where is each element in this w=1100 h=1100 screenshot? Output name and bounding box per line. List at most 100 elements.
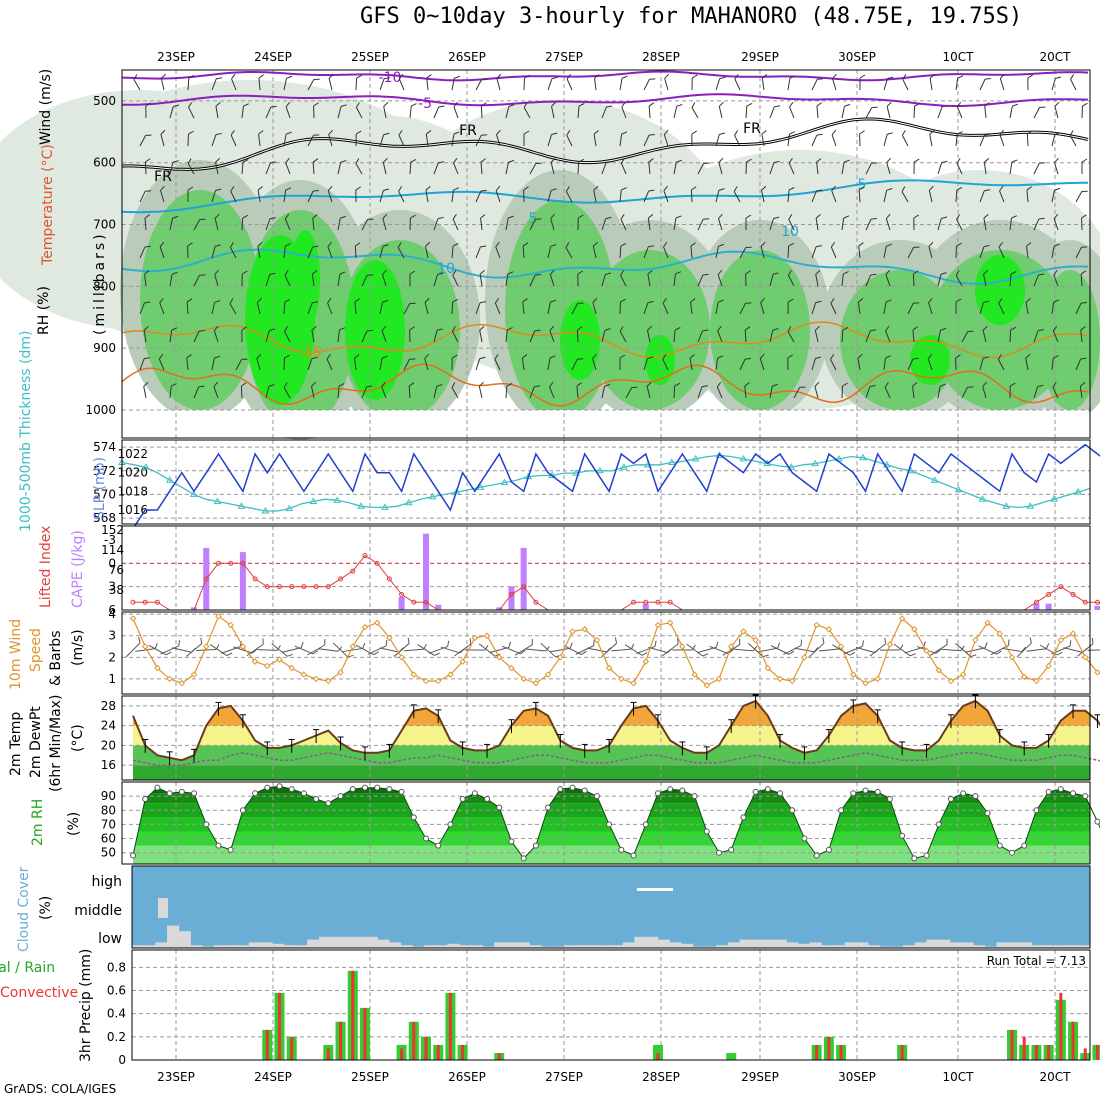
barb-flag (717, 269, 723, 275)
wind-barb (547, 132, 558, 147)
barb-flag (675, 271, 681, 275)
barb-staff (354, 245, 357, 259)
precip-convective-bar (900, 1044, 904, 1060)
wind-tick: 1 (108, 672, 116, 686)
li-marker (1033, 599, 1039, 605)
barb-staff (398, 78, 405, 91)
barb-staff (757, 647, 778, 653)
barb-flag (901, 130, 906, 136)
ylabel-wind-text: Wind (38, 110, 54, 145)
barb-staff (160, 134, 165, 147)
wind-barb (186, 354, 192, 371)
barb-staff (739, 303, 746, 315)
barb-flag (859, 74, 866, 79)
rh-region-green (1040, 270, 1100, 410)
wind-barb (831, 185, 837, 203)
barb-staff (1054, 162, 1059, 175)
barb-staff (135, 648, 156, 652)
barb-staff (1053, 274, 1059, 287)
wind-barb (955, 75, 964, 91)
low-cloud-bar (190, 945, 203, 948)
barb-staff (549, 274, 555, 287)
barb-staff (648, 162, 651, 175)
barb-staff (983, 162, 987, 175)
barb-staff (433, 106, 440, 119)
barb-staff (133, 79, 141, 91)
thickness-marker (189, 490, 198, 497)
wind-speed-marker (398, 654, 405, 661)
wind-barb (940, 645, 965, 652)
barb-flag (648, 158, 654, 163)
barb-flag (409, 358, 416, 360)
low-cloud-bar (681, 943, 694, 948)
barb-staff (620, 162, 627, 175)
barb-flag (186, 298, 193, 303)
rh-marker (862, 787, 869, 794)
barb-flag (663, 129, 669, 135)
barb-flag (745, 358, 751, 360)
contour-label: 5 (858, 177, 867, 193)
wind-barb (990, 639, 1010, 656)
low-cloud-bar (1019, 942, 1033, 948)
barb-flag (996, 650, 1002, 655)
ylabel-10m-wind: 10m Wind (8, 619, 24, 690)
barb-flag (382, 157, 388, 163)
barb-staff (480, 218, 483, 231)
thickness-marker (667, 458, 676, 465)
barb-staff (928, 190, 933, 203)
wind-barb (312, 214, 318, 231)
contour-label: 10 (781, 224, 799, 240)
wind-barb (425, 185, 431, 203)
wind-barb (1075, 246, 1088, 259)
barb-staff (311, 386, 315, 399)
precip-convective-bar (412, 1021, 416, 1060)
wind-barb (257, 645, 281, 651)
slp-tick: 1022 (117, 447, 148, 461)
barb-staff (1026, 648, 1047, 652)
wind-barb (381, 325, 387, 343)
wind-barb (1051, 299, 1060, 315)
cloud-level-high: high (91, 874, 122, 890)
thickness-marker (357, 502, 365, 509)
wind-speed-marker (1021, 673, 1028, 680)
wind-barb (139, 134, 152, 147)
barb-staff (594, 78, 597, 91)
barb-staff (611, 648, 632, 652)
barb-staff (355, 163, 363, 175)
wind-barb (643, 134, 655, 147)
barb-flag (631, 386, 638, 389)
date-label-top: 24SEP (254, 50, 292, 64)
low-cloud-bar (517, 942, 530, 948)
wind-barb (1052, 325, 1059, 343)
wind-speed-marker (239, 643, 247, 650)
barb-flag (606, 105, 613, 108)
barb-staff (769, 386, 773, 399)
barb-flag (788, 187, 795, 191)
low-cloud-bar (903, 945, 916, 948)
barb-flag (312, 650, 319, 655)
wind-barb (139, 245, 151, 259)
thickness-marker (620, 463, 628, 470)
barb-flag (438, 105, 445, 108)
precip-convective-bar (461, 1044, 465, 1060)
barb-flag (188, 74, 195, 79)
low-cloud-bar (856, 942, 869, 948)
barb-flag (508, 159, 515, 163)
wind-barb (715, 355, 724, 371)
wind-barb (886, 101, 892, 119)
wind-barb (265, 384, 275, 399)
barb-flag (870, 273, 877, 276)
wind-barb (426, 74, 432, 91)
wind-barb (241, 159, 249, 175)
barb-flag (1081, 246, 1088, 248)
barb-staff (620, 218, 627, 231)
barb-flag (1038, 217, 1045, 220)
wind-barb (361, 329, 373, 343)
wind-barb (832, 644, 856, 656)
low-cloud-bar (657, 939, 670, 948)
barb-staff (717, 274, 723, 287)
barb-flag (844, 103, 851, 107)
barb-staff (327, 302, 333, 315)
wind-barb (859, 74, 866, 90)
